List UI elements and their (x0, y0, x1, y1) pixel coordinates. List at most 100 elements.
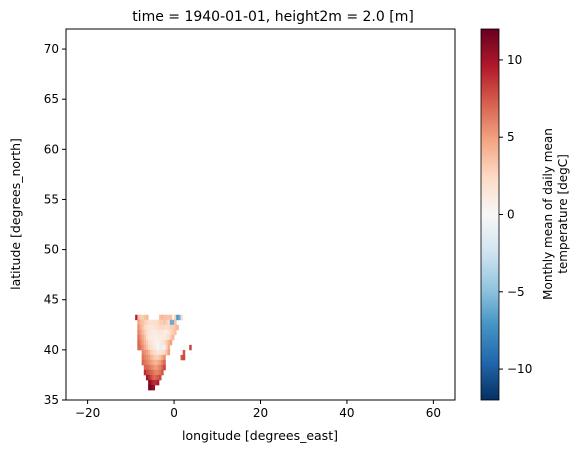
heatmap-cell (161, 364, 164, 371)
heatmap-cell (169, 329, 173, 336)
heatmap-cell (165, 344, 168, 351)
heatmap-cell (139, 314, 143, 321)
heatmap-cell (148, 374, 151, 381)
heatmap-cell (154, 379, 158, 386)
heatmap-cell (148, 359, 151, 366)
heatmap-cell (152, 384, 155, 391)
heatmap-cell (152, 374, 155, 381)
heatmap-cell (152, 344, 155, 351)
colorbar-tick-label: −10 (507, 362, 532, 376)
heatmap-cell (148, 319, 151, 326)
heatmap-cell (148, 334, 151, 341)
y-tick-label: 45 (44, 293, 59, 307)
heatmap-cell (152, 369, 155, 376)
heatmap-cell (148, 369, 151, 376)
heatmap-cell (150, 384, 153, 391)
heatmap-cell (141, 349, 145, 356)
heatmap-cell (156, 349, 160, 356)
y-tick-label: 55 (44, 192, 59, 206)
heatmap-cell (154, 354, 158, 361)
heatmap-cell (139, 324, 143, 331)
heatmap-cell (156, 364, 160, 371)
heatmap-cell (163, 324, 166, 331)
heatmap-cell (161, 359, 164, 366)
heatmap-cell (161, 354, 164, 361)
y-axis-ticks: 35 40 45 50 55 60 65 70 (44, 42, 66, 407)
heatmap-cell (148, 329, 151, 336)
plot-frame (65, 28, 456, 401)
heatmap-cell (169, 339, 173, 346)
heatmap-cell (145, 339, 149, 346)
heatmap-cell (143, 344, 147, 351)
heatmap-cell (137, 334, 140, 341)
heatmap-cell (167, 324, 171, 331)
heatmap-cell (148, 384, 151, 391)
heatmap-cell (163, 314, 166, 321)
x-tick-label: 0 (170, 406, 178, 420)
heatmap-cell (156, 319, 160, 326)
heatmap-cell (180, 314, 184, 321)
heatmap-cell (154, 319, 158, 326)
heatmap-cell (165, 334, 168, 341)
heatmap-cell (154, 359, 158, 366)
heatmap-cell (161, 329, 164, 336)
heatmap-cell (145, 369, 149, 376)
heatmap-cell (171, 329, 175, 336)
y-tick-label: 35 (44, 393, 59, 407)
heatmap-cell (154, 344, 158, 351)
heatmap-cell (182, 349, 186, 356)
heatmap-cells (135, 314, 192, 391)
heatmap-cell (178, 314, 181, 321)
heatmap-cell (158, 374, 162, 381)
heatmap-cell (154, 369, 158, 376)
colorbar (480, 28, 500, 401)
heatmap-cell (139, 339, 143, 346)
heatmap-cell (143, 349, 147, 356)
heatmap-cell (139, 329, 143, 336)
heatmap-cell (169, 314, 173, 321)
heatmap-cell (163, 349, 166, 356)
heatmap-cell (143, 339, 147, 346)
heatmap-cell (141, 334, 145, 341)
y-tick-label: 65 (44, 92, 59, 106)
heatmap-cell (163, 319, 166, 326)
heatmap-cell (171, 319, 175, 326)
heatmap-cell (145, 329, 149, 336)
heatmap-cell (161, 344, 164, 351)
heatmap-cell (158, 369, 162, 376)
heatmap-cell (180, 354, 184, 361)
heatmap-cell (165, 324, 168, 331)
heatmap-cell (139, 334, 143, 341)
heatmap-cell (167, 339, 171, 346)
heatmap-cell (135, 314, 138, 321)
heatmap-cell (167, 319, 171, 326)
heatmap-cell (137, 324, 140, 331)
heatmap-cell (143, 334, 147, 341)
heatmap-cell (150, 339, 153, 346)
x-axis-label: longitude [degrees_east] (182, 428, 338, 443)
heatmap-cell (163, 344, 166, 351)
heatmap-cell (167, 344, 171, 351)
heatmap-cell (141, 339, 145, 346)
heatmap-cell (139, 319, 143, 326)
heatmap-cell (161, 324, 164, 331)
heatmap-cell (137, 319, 140, 326)
y-tick-label: 70 (44, 42, 59, 56)
heatmap-cell (141, 359, 145, 366)
heatmap-cell (143, 359, 147, 366)
heatmap-cell (154, 349, 158, 356)
heatmap-cell (156, 344, 160, 351)
colorbar-tick-label: 0 (507, 208, 515, 222)
colorbar-tick-label: 10 (507, 53, 522, 67)
heatmap-cell (161, 369, 164, 376)
heatmap-cell (152, 349, 155, 356)
heatmap-cell (143, 324, 147, 331)
heatmap-cell (156, 369, 160, 376)
heatmap-cell (141, 329, 145, 336)
heatmap-cell (169, 324, 173, 331)
heatmap-cell (158, 354, 162, 361)
heatmap-cell (143, 364, 147, 371)
heatmap-cell (176, 324, 179, 331)
heatmap-cell (152, 339, 155, 346)
